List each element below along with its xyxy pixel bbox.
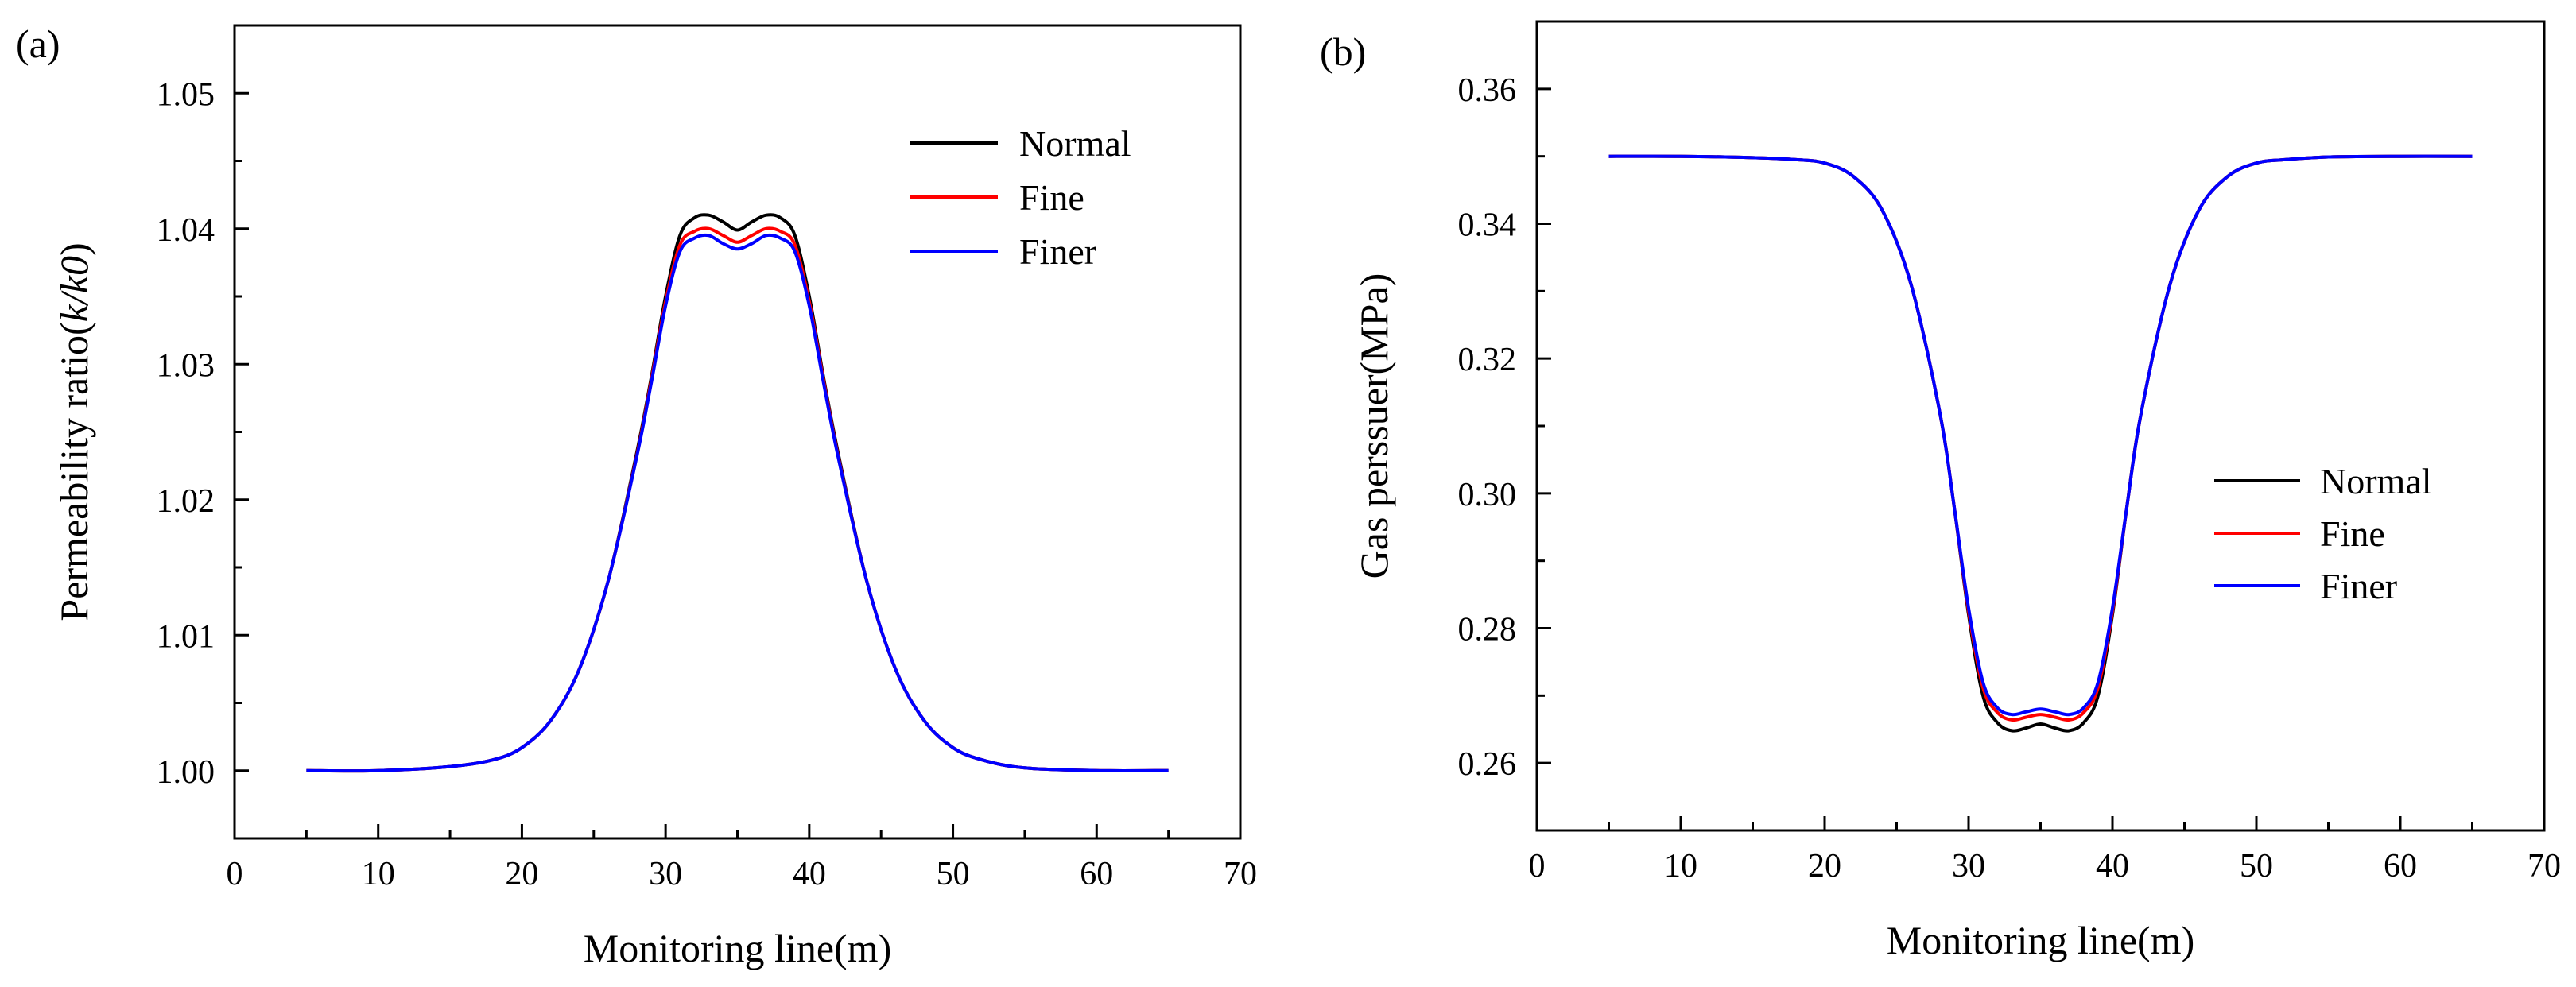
legend-label-normal: Normal — [2320, 461, 2432, 501]
x-tick-label: 20 — [505, 856, 538, 892]
y-tick-label: 0.26 — [1458, 746, 1517, 783]
y-tick-label: 0.34 — [1458, 207, 1517, 244]
x-tick-label: 10 — [1664, 848, 1697, 884]
panel-label: (b) — [1320, 29, 1366, 74]
chart-panel-1: (a) 0 10 20 30 40 50 60 70 1.00 1.01 1.02 1.03 1.04 1.… — [16, 21, 1257, 970]
x-tick-label: 30 — [649, 856, 682, 892]
legend-label-normal: Normal — [1019, 123, 1131, 164]
y-tick-label: 0.30 — [1458, 477, 1517, 513]
x-tick-label: 60 — [2384, 848, 2417, 884]
x-axis-title: Monitoring line(m) — [584, 926, 891, 970]
y-tick-label: 1.03 — [157, 347, 215, 384]
y-axis-title: Permeability ratio(k/k0) — [52, 242, 96, 621]
series-line-fine — [1608, 154, 2473, 722]
y-axis-title: Gas perssuer(MPa) — [1352, 273, 1396, 579]
y-tick-label: 1.01 — [157, 618, 215, 655]
series-line-fine — [306, 226, 1169, 773]
y-tick-label: 0.28 — [1458, 612, 1517, 648]
x-tick-label: 0 — [1529, 848, 1546, 884]
y-tick-label: 1.00 — [157, 754, 215, 791]
series-line-finer — [306, 233, 1169, 773]
legend: Normal Fine Finer — [910, 123, 1131, 272]
x-tick-label: 10 — [362, 856, 395, 892]
x-axis-title: Monitoring line(m) — [1887, 918, 2194, 962]
series-line-normal — [306, 213, 1169, 773]
x-tick-label: 0 — [227, 856, 243, 892]
y-tick-label: 1.02 — [157, 483, 215, 520]
x-tick-label: 70 — [2528, 848, 2561, 884]
y-tick-label: 0.36 — [1458, 72, 1517, 109]
y-tick-label: 1.04 — [157, 212, 215, 249]
x-tick-label: 40 — [2096, 848, 2129, 884]
x-tick-label: 30 — [1952, 848, 1985, 884]
y-tick-label: 1.05 — [157, 76, 215, 113]
chart-panel-2: (b) 0 10 20 30 40 50 60 70 0.26 0.28 0.30 0.32 0.34 0.… — [1320, 20, 2561, 962]
legend: Normal Fine Finer — [2214, 461, 2432, 606]
x-tick-label: 40 — [793, 856, 826, 892]
legend-label-finer: Finer — [2320, 566, 2397, 606]
panel-label: (a) — [16, 21, 60, 66]
x-tick-label: 50 — [2240, 848, 2273, 884]
series-line-normal — [1608, 154, 2473, 733]
legend-label-fine: Fine — [2320, 513, 2385, 554]
x-tick-label: 70 — [1224, 856, 1257, 892]
x-tick-label: 50 — [937, 856, 970, 892]
x-tick-label: 20 — [1808, 848, 1841, 884]
y-tick-label: 0.32 — [1458, 342, 1517, 378]
legend-label-fine: Fine — [1019, 177, 1084, 218]
x-tick-label: 60 — [1080, 856, 1113, 892]
series-line-finer — [1608, 154, 2473, 717]
legend-label-finer: Finer — [1019, 231, 1096, 272]
